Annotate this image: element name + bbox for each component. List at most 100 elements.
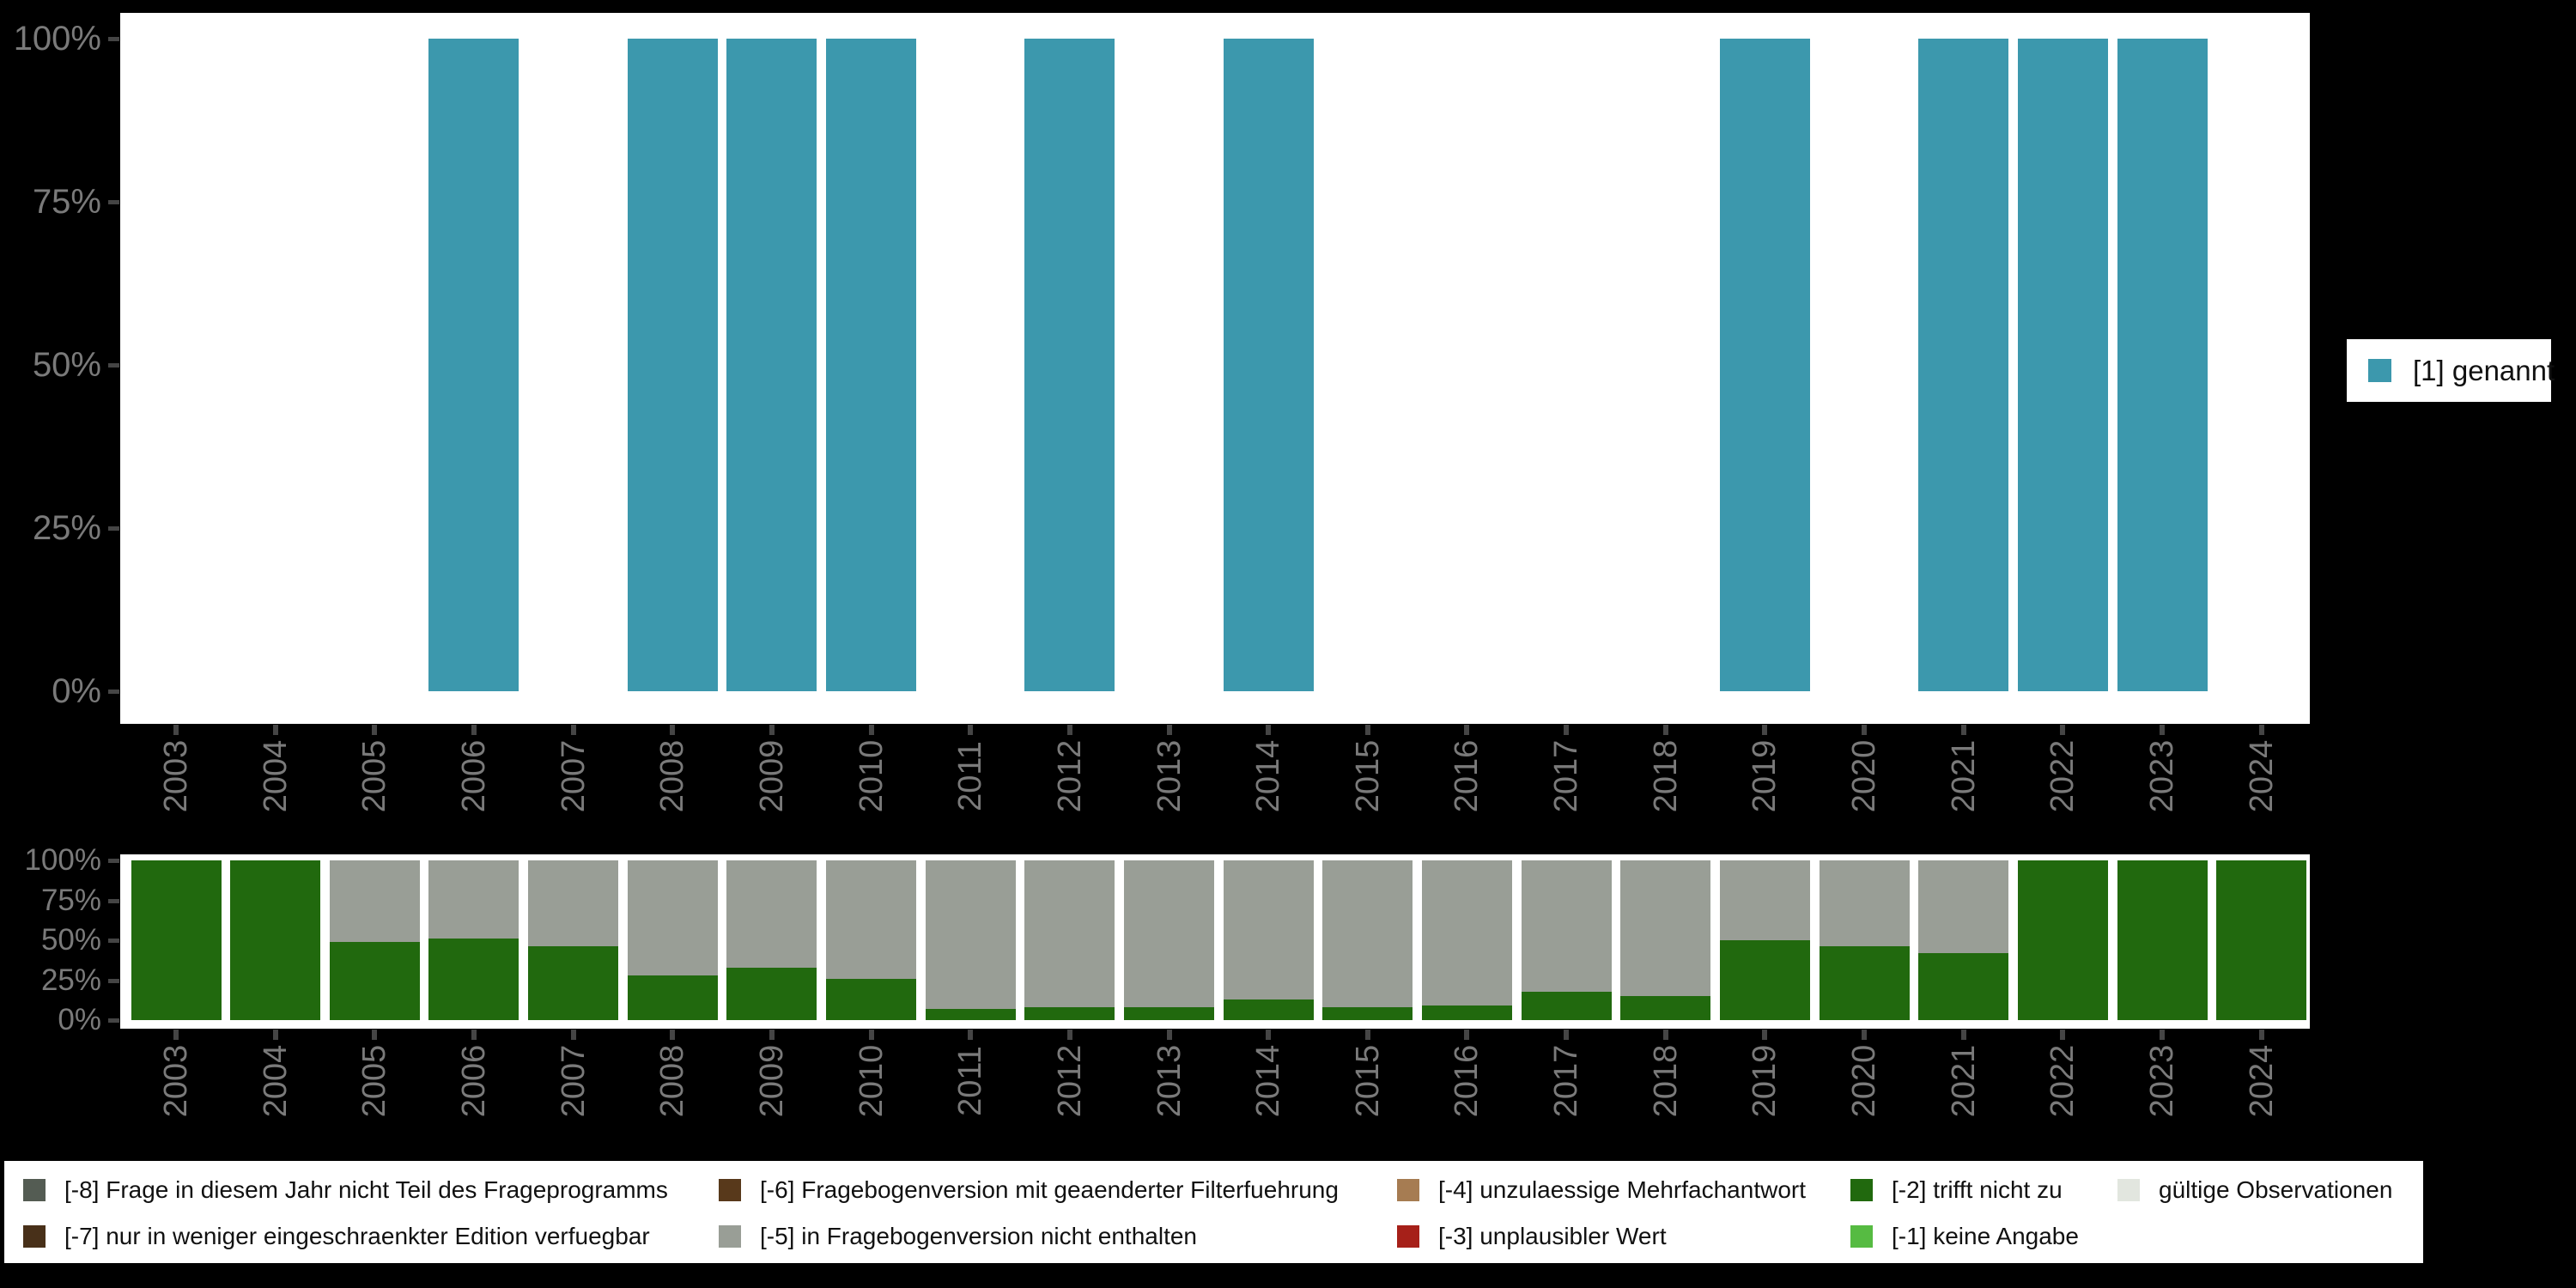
legend-label-5: [-3] unplausibler Wert bbox=[1438, 1223, 1667, 1249]
top-bar-2014 bbox=[1223, 39, 1314, 691]
legend-swatch-5 bbox=[1397, 1225, 1419, 1248]
stack-green-2008 bbox=[627, 975, 718, 1020]
x-axis-tick bbox=[670, 725, 676, 735]
year-label-2018: 2018 bbox=[1647, 1044, 1684, 1118]
y-axis-label: 50% bbox=[32, 346, 101, 384]
top-chart-panel bbox=[120, 13, 2310, 724]
x-axis-tick bbox=[769, 725, 775, 735]
year-label-2006: 2006 bbox=[455, 739, 492, 813]
year-label-2007: 2007 bbox=[555, 739, 592, 813]
y-axis-label: 100% bbox=[24, 843, 101, 877]
x-axis-tick bbox=[1564, 1030, 1570, 1040]
legend-swatch-4 bbox=[1397, 1179, 1419, 1201]
y-axis-label: 0% bbox=[52, 672, 101, 710]
x-axis-tick bbox=[2160, 725, 2165, 735]
year-label-2021: 2021 bbox=[1945, 1044, 1982, 1118]
year-label-2014: 2014 bbox=[1250, 1044, 1287, 1118]
x-axis-tick bbox=[868, 725, 874, 735]
x-axis-tick bbox=[670, 1030, 676, 1040]
stack-green-2007 bbox=[528, 946, 619, 1020]
stack-gray-2017 bbox=[1521, 860, 1612, 992]
x-axis-tick bbox=[372, 725, 378, 735]
year-label-2021: 2021 bbox=[1945, 739, 1982, 813]
top-bar-2023 bbox=[2117, 39, 2208, 691]
y-axis-label: 75% bbox=[40, 883, 101, 917]
y-axis-tick bbox=[108, 978, 119, 983]
y-axis-label: 0% bbox=[58, 1003, 101, 1036]
x-axis-tick bbox=[272, 1030, 278, 1040]
stack-green-2023 bbox=[2117, 860, 2208, 1020]
year-label-2020: 2020 bbox=[1846, 739, 1883, 813]
top-bar-2019 bbox=[1719, 39, 1810, 691]
legend-label-0: [-8] Frage in diesem Jahr nicht Teil des… bbox=[64, 1176, 668, 1203]
year-label-2012: 2012 bbox=[1051, 1044, 1088, 1118]
year-label-2010: 2010 bbox=[853, 739, 890, 813]
x-axis-tick bbox=[2258, 725, 2264, 735]
x-axis-tick bbox=[1762, 1030, 1768, 1040]
x-axis-tick bbox=[570, 1030, 576, 1040]
x-axis-tick bbox=[1364, 725, 1370, 735]
top-bar-2012 bbox=[1024, 39, 1115, 691]
stack-green-2020 bbox=[1819, 946, 1910, 1020]
year-label-2022: 2022 bbox=[2044, 1044, 2081, 1118]
x-axis-tick bbox=[1960, 725, 1966, 735]
legend-swatch-8 bbox=[2117, 1179, 2140, 1201]
legend-label-7: [-1] keine Angabe bbox=[1892, 1223, 2079, 1249]
year-label-2020: 2020 bbox=[1846, 1044, 1883, 1118]
legend-label-4: [-4] unzulaessige Mehrfachantwort bbox=[1438, 1176, 1806, 1203]
legend-swatch-3 bbox=[719, 1225, 741, 1248]
y-axis-label: 100% bbox=[13, 20, 101, 58]
stack-green-2003 bbox=[131, 860, 222, 1020]
year-label-2024: 2024 bbox=[2243, 739, 2280, 813]
legend-label-3: [-5] in Fragebogenversion nicht enthalte… bbox=[760, 1223, 1197, 1249]
stack-green-2013 bbox=[1124, 1007, 1214, 1020]
x-axis-tick bbox=[570, 725, 576, 735]
stack-green-2014 bbox=[1223, 999, 1314, 1020]
legend-swatch-6 bbox=[1850, 1179, 1873, 1201]
genannt-legend-label: [1] genannt bbox=[2413, 354, 2555, 386]
x-axis-tick bbox=[868, 1030, 874, 1040]
stack-gray-2019 bbox=[1719, 860, 1810, 940]
missing-codes-legend: [-8] Frage in diesem Jahr nicht Teil des… bbox=[4, 1161, 2423, 1263]
year-label-2023: 2023 bbox=[2144, 739, 2180, 813]
stack-green-2004 bbox=[230, 860, 321, 1020]
year-label-2009: 2009 bbox=[753, 1044, 790, 1118]
x-axis-tick bbox=[173, 1030, 179, 1040]
stack-gray-2020 bbox=[1819, 860, 1910, 947]
top-bar-2006 bbox=[428, 39, 519, 691]
stack-gray-2015 bbox=[1322, 860, 1413, 1008]
x-axis-tick bbox=[968, 725, 974, 735]
x-axis-tick bbox=[968, 1030, 974, 1040]
year-label-2005: 2005 bbox=[356, 739, 393, 813]
stack-gray-2013 bbox=[1124, 860, 1214, 1008]
stack-gray-2007 bbox=[528, 860, 619, 947]
stack-green-2016 bbox=[1421, 1005, 1512, 1020]
y-axis-tick bbox=[108, 200, 119, 204]
stack-green-2019 bbox=[1719, 940, 1810, 1020]
year-label-2023: 2023 bbox=[2144, 1044, 2180, 1118]
x-axis-tick bbox=[1662, 725, 1668, 735]
legend-label-2: [-6] Fragebogenversion mit geaenderter F… bbox=[760, 1176, 1339, 1203]
legend-swatch-1 bbox=[23, 1225, 46, 1248]
x-axis-tick bbox=[2060, 1030, 2066, 1040]
year-label-2022: 2022 bbox=[2044, 739, 2081, 813]
y-axis-label: 25% bbox=[40, 963, 101, 997]
x-axis-tick bbox=[1762, 725, 1768, 735]
x-axis-tick bbox=[2160, 1030, 2165, 1040]
y-axis-tick bbox=[108, 859, 119, 863]
year-label-2003: 2003 bbox=[158, 1044, 194, 1118]
availability-chart-x-axis: 2003 2004 2005 2006 2007 2008 2009 2010 2011 2012… bbox=[120, 1029, 2310, 1140]
year-label-2011: 2011 bbox=[952, 741, 989, 811]
stack-green-2015 bbox=[1322, 1007, 1413, 1020]
stack-green-2021 bbox=[1918, 952, 2009, 1020]
x-axis-tick bbox=[2060, 725, 2066, 735]
year-label-2010: 2010 bbox=[853, 1044, 890, 1118]
stack-green-2010 bbox=[826, 978, 917, 1020]
stack-gray-2021 bbox=[1918, 860, 2009, 953]
stack-green-2011 bbox=[925, 1008, 1016, 1020]
year-label-2013: 2013 bbox=[1151, 739, 1188, 813]
x-axis-tick bbox=[1464, 1030, 1470, 1040]
legend-label-6: [-2] trifft nicht zu bbox=[1892, 1176, 2063, 1203]
stack-gray-2005 bbox=[329, 860, 420, 942]
x-axis-tick bbox=[1166, 725, 1172, 735]
